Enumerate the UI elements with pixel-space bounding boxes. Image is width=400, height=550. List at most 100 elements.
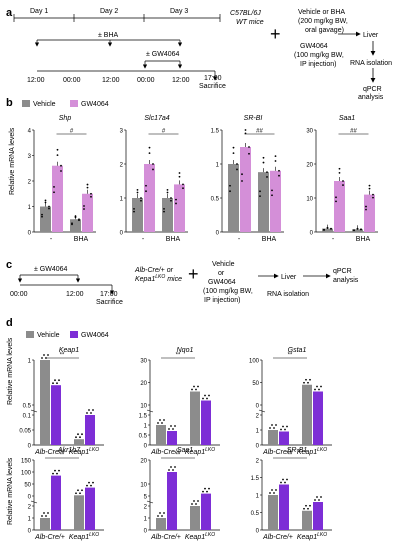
- y-tick-label: 20: [140, 381, 147, 387]
- bar: [258, 172, 269, 232]
- data-point: [195, 503, 197, 505]
- group-label-base: Keap1: [185, 449, 205, 456]
- y-tick-label: 0.1: [23, 414, 32, 420]
- sig-label: **: [60, 453, 65, 459]
- group-label-sup: LKO: [205, 532, 215, 538]
- bar: [51, 475, 61, 530]
- y-tick-label: 1: [28, 517, 32, 523]
- rna-c: RNA isolation: [267, 291, 309, 298]
- data-point: [342, 180, 344, 182]
- chart-title: Gsta1: [288, 347, 307, 354]
- time-c-0: 00:00: [10, 291, 28, 298]
- bar: [144, 164, 155, 232]
- panel-d-label: d: [6, 317, 13, 329]
- data-point: [271, 424, 273, 426]
- data-point: [43, 354, 45, 356]
- data-point: [175, 198, 177, 201]
- bar: [268, 495, 278, 530]
- y-tick-label: 0: [256, 529, 260, 535]
- y-tick-label: 0: [28, 529, 32, 535]
- chart-b-2: SR-BI 0 0.5 1 1.5 - BHA ##: [211, 115, 284, 243]
- bar: [51, 385, 61, 445]
- qpcr-a-1: qPCR: [363, 86, 382, 93]
- bar: [40, 206, 51, 232]
- y-tick-label: 0: [256, 444, 260, 450]
- chart-title: Shp: [59, 115, 72, 122]
- data-point: [170, 199, 172, 202]
- chart-b-0: Shp 0 1 2 3 4 - BHA #: [28, 115, 96, 243]
- data-point: [86, 412, 88, 414]
- group-label: -: [238, 236, 241, 243]
- data-point: [262, 156, 265, 159]
- data-point: [368, 184, 371, 187]
- data-point: [208, 487, 210, 490]
- y-tick-label: 1: [120, 197, 124, 203]
- chart-title: Keap1: [59, 347, 79, 354]
- mice-a-1: C57BL/6J: [230, 10, 261, 17]
- axis-break: [258, 409, 266, 413]
- group-label: Keap1LKO: [69, 532, 99, 541]
- data-point: [86, 186, 89, 189]
- y-tick-label: 1: [144, 424, 148, 430]
- bar: [364, 194, 375, 232]
- data-point: [232, 146, 235, 149]
- data-point: [159, 419, 161, 421]
- rna-a: RNA isolation: [350, 60, 392, 67]
- data-point: [195, 388, 197, 391]
- data-point: [157, 422, 159, 424]
- y-tick-label: 2: [28, 505, 32, 511]
- data-point: [353, 229, 355, 232]
- data-point: [145, 190, 147, 193]
- data-point: [77, 489, 79, 492]
- panel-b: b Vehicle GW4064 Relative mRNA levels Sh…: [6, 97, 378, 243]
- data-point: [136, 188, 139, 191]
- data-point: [307, 381, 309, 384]
- bar: [40, 518, 50, 530]
- chart-title: Akr1b7: [57, 447, 81, 454]
- data-point: [286, 425, 288, 428]
- bar: [302, 510, 312, 530]
- y-tick-label: 0: [28, 444, 32, 450]
- data-point: [54, 379, 56, 382]
- data-point: [273, 492, 275, 494]
- data-point: [284, 428, 286, 431]
- y-tick-label: 50: [252, 381, 259, 387]
- data-point: [148, 152, 151, 155]
- mice-c-1: Alb-Cre/+ or: [134, 267, 174, 274]
- bar: [190, 391, 200, 445]
- panel-c-label: c: [6, 259, 12, 271]
- group-label: -: [142, 236, 145, 243]
- data-point: [204, 487, 206, 490]
- legend-b-vehicle-swatch: [22, 100, 30, 107]
- bar: [334, 181, 345, 232]
- plus-c: +: [188, 264, 199, 284]
- day-2-label: Day 2: [100, 8, 118, 15]
- sig-label: **: [176, 353, 181, 359]
- data-point: [152, 168, 154, 171]
- y-tick-label: 20: [140, 459, 147, 465]
- data-point: [365, 205, 367, 208]
- data-point: [335, 196, 337, 199]
- data-point: [259, 190, 261, 193]
- legend-d-vehicle: Vehicle: [37, 332, 60, 339]
- data-point: [286, 478, 288, 481]
- y-tick-label: 0: [144, 444, 148, 450]
- data-point: [309, 378, 311, 381]
- data-point: [274, 155, 277, 158]
- data-point: [41, 515, 43, 517]
- y-tick-label: 2: [144, 505, 148, 511]
- y-tick-label: 4: [28, 129, 32, 135]
- bar: [162, 198, 173, 232]
- data-point: [365, 208, 367, 211]
- data-point: [170, 425, 172, 427]
- group-label: Alb-Cre/+: [34, 534, 65, 541]
- data-point: [45, 515, 47, 517]
- data-point: [79, 436, 81, 439]
- data-point: [182, 183, 184, 186]
- y-tick-label: 0: [28, 231, 32, 237]
- data-point: [92, 409, 94, 411]
- data-point: [48, 205, 50, 208]
- data-point: [320, 385, 322, 388]
- group-label-sup: LKO: [317, 532, 327, 538]
